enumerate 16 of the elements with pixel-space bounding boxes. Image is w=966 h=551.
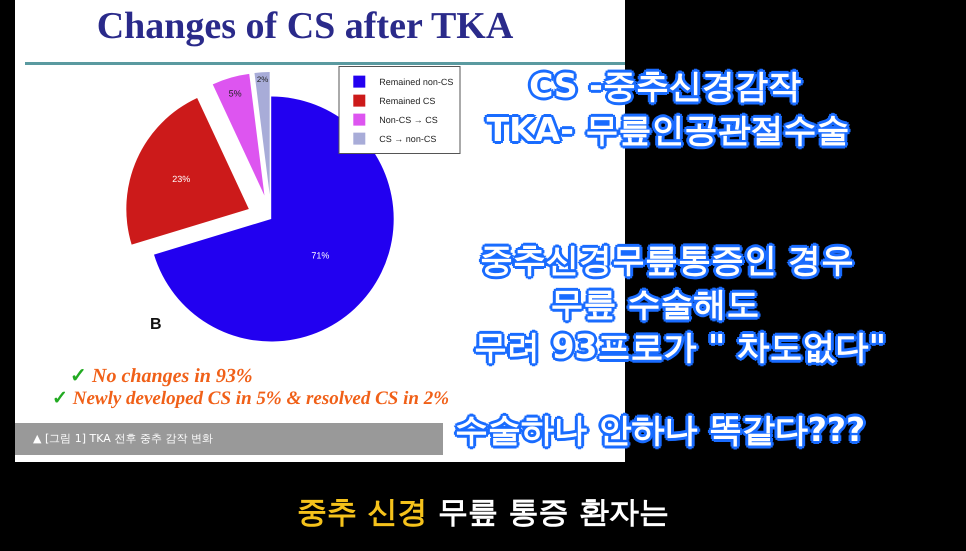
data-label: 5% [228, 88, 242, 99]
data-label: 71% [311, 250, 330, 260]
text: ✓ Newly developed CS in 5% & resolved CS in 2% [52, 388, 450, 409]
text: B [150, 316, 162, 334]
legend-label: Non-CS → CS [379, 115, 438, 126]
legend-label: Remained CS [379, 96, 436, 106]
text: ▲ [그림 1] TKA 전후 중추 감작 변화 [15, 423, 443, 455]
text: 중추 신경 [297, 495, 428, 530]
text: 무릎 통증 환자는 [438, 495, 669, 530]
data-label: 23% [172, 174, 190, 184]
chart-title: Changes of CS after TKA [96, 4, 514, 48]
legend-label: Remained non-CS [379, 77, 454, 88]
text: ✓ No changes in 93% [70, 365, 253, 387]
data-label: 2% [256, 75, 268, 84]
legend-label: CS → non-CS [379, 134, 436, 144]
text: 무릎 수술해도 [548, 283, 762, 326]
